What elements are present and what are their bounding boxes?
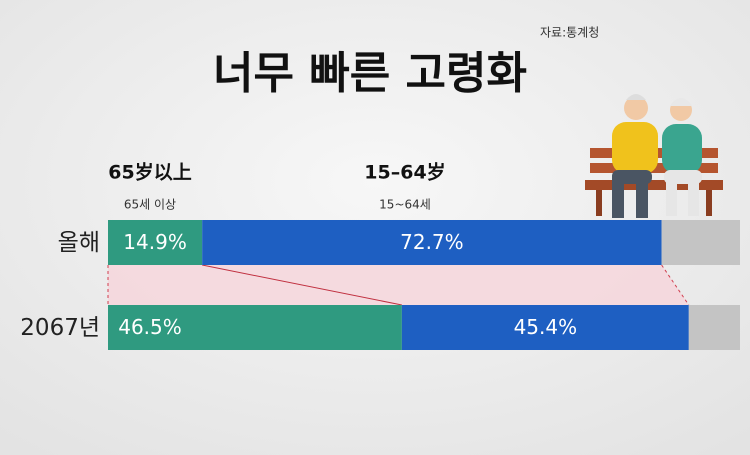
value-label: 72.7%: [400, 230, 464, 254]
plot: 올해 14.9% 72.7% 2067년 46.5% 45.4% 65岁以上 65세 이상 15…: [20, 161, 740, 350]
bar-segment: [108, 220, 203, 265]
value-label: 46.5%: [118, 315, 182, 339]
value-label: 45.4%: [514, 315, 578, 339]
bar-segment: [661, 220, 740, 265]
source: 자료:통계청: [540, 26, 599, 40]
connector-band: [108, 265, 689, 305]
bar-segment: [688, 305, 740, 350]
bar-segment: [202, 220, 662, 265]
series-caption: 15–64岁: [364, 161, 445, 184]
value-label: 14.9%: [123, 230, 187, 254]
connector-line: [202, 264, 402, 306]
bar-segment: [401, 305, 689, 350]
category-label: 2067년: [20, 315, 100, 341]
category-label: 올해: [58, 230, 100, 256]
illustration: [585, 94, 723, 218]
chart-title: 너무 빠른 고령화: [213, 48, 527, 99]
legend-label: 65세 이상: [124, 198, 176, 212]
connector-line: [661, 264, 690, 306]
legend-label: 15~64세: [379, 198, 431, 212]
series-caption: 65岁以上: [108, 161, 191, 184]
bar-segment: [108, 305, 402, 350]
